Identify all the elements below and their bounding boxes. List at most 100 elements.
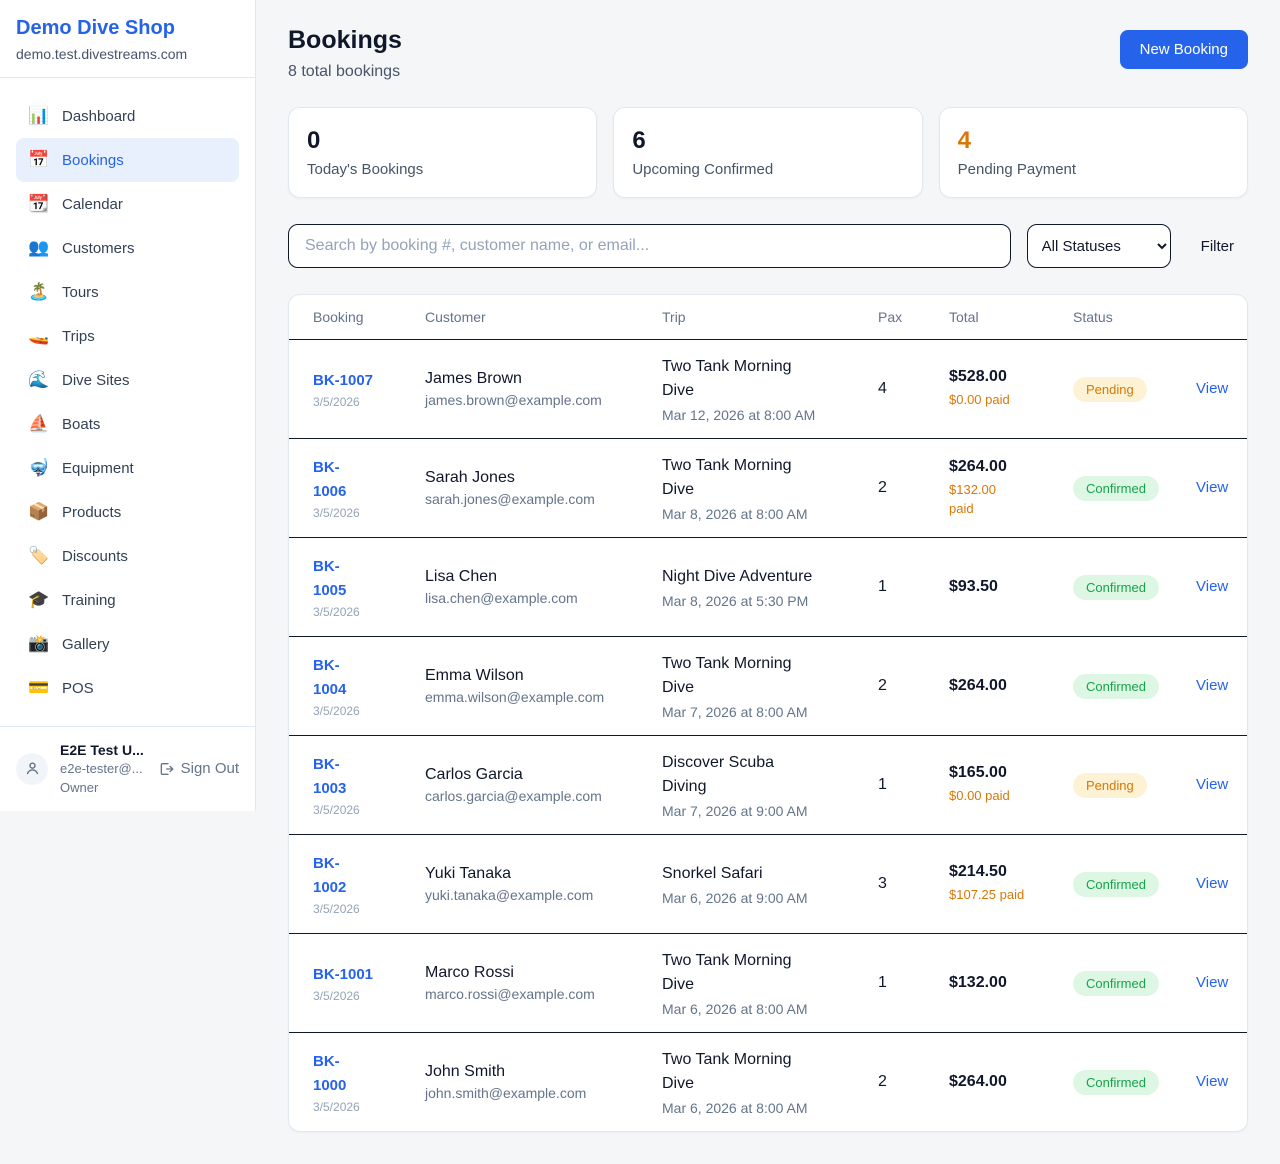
table-row: BK- 1003 3/5/2026 Carlos Garcia carlos.gar… [289, 735, 1247, 834]
booking-id-link[interactable]: BK- 1003 [313, 756, 347, 797]
stat-card-upcoming-confirmed: 6 Upcoming Confirmed [613, 107, 923, 198]
sidebar-item-pos[interactable]: 💳 POS [16, 666, 239, 710]
total-bookings-count: 8 total bookings [288, 63, 401, 80]
status-badge: Confirmed [1073, 1069, 1159, 1095]
view-link[interactable]: View [1196, 974, 1229, 991]
speedboat-icon: 🚤 [28, 326, 50, 345]
user-footer: E2E Test U... e2e-tester@... Owner Sign … [0, 726, 255, 811]
booking-date: 3/5/2026 [313, 901, 360, 916]
sidebar-item-calendar[interactable]: 📆 Calendar [16, 182, 239, 226]
booking-id-link[interactable]: BK-1001 [313, 965, 374, 983]
booking-date: 3/5/2026 [313, 604, 360, 619]
credit-card-icon: 💳 [28, 678, 50, 697]
view-link[interactable]: View [1196, 1073, 1229, 1090]
trip-name: Night Dive Adventure [662, 568, 813, 585]
pax-count: 2 [878, 677, 887, 694]
sign-out-button[interactable]: Sign Out [158, 760, 239, 777]
customer-name: Lisa Chen [425, 568, 498, 585]
pax-count: 1 [878, 776, 887, 793]
table-row: BK-1001 3/5/2026 Marco Rossi marco.rossi@e… [289, 933, 1247, 1032]
customer-name: John Smith [425, 1063, 506, 1080]
page-header: Bookings 8 total bookings New Booking [288, 26, 1248, 81]
total-amount: $264.00 [949, 457, 1007, 475]
status-badge: Pending [1073, 772, 1147, 798]
sidebar-item-training[interactable]: 🎓 Training [16, 578, 239, 622]
table-row: BK- 1000 3/5/2026 John Smith john.smith@ex… [289, 1032, 1247, 1131]
customer-name: James Brown [425, 370, 522, 387]
camera-icon: 📸 [28, 634, 50, 653]
sidebar-item-customers[interactable]: 👥 Customers [16, 226, 239, 270]
sidebar-item-discounts[interactable]: 🏷️ Discounts [16, 534, 239, 578]
sailboat-icon: ⛵ [28, 414, 50, 433]
sidebar-item-label: Products [62, 503, 122, 521]
status-badge: Confirmed [1073, 574, 1159, 600]
table-row: BK-1007 3/5/2026 James Brown james.brown@e… [289, 339, 1247, 438]
column-header-status: Status [1073, 309, 1113, 325]
sidebar-item-label: Customers [62, 239, 135, 257]
sign-out-icon [160, 762, 173, 775]
table-row: BK- 1005 3/5/2026 Lisa Chen lisa.chen@exam… [289, 537, 1247, 636]
view-link[interactable]: View [1196, 578, 1229, 595]
sidebar-item-gallery[interactable]: 📸 Gallery [16, 622, 239, 666]
booking-id-link[interactable]: BK- 1002 [313, 855, 347, 896]
view-link[interactable]: View [1196, 479, 1229, 496]
user-info: E2E Test U... e2e-tester@... Owner [60, 741, 144, 797]
trip-datetime: Mar 8, 2026 at 8:00 AM [662, 506, 808, 522]
new-booking-button[interactable]: New Booking [1119, 30, 1248, 69]
booking-id-link[interactable]: BK- 1005 [313, 558, 347, 599]
calendar-icon: 📆 [28, 194, 50, 213]
customer-email: emma.wilson@example.com [425, 689, 605, 705]
booking-id-link[interactable]: BK- 1000 [313, 1053, 347, 1094]
total-amount: $528.00 [949, 368, 1007, 386]
view-link[interactable]: View [1196, 776, 1229, 793]
sidebar-item-boats[interactable]: ⛵ Boats [16, 402, 239, 446]
sign-out-label: Sign Out [180, 760, 239, 778]
column-header-pax: Pax [878, 309, 903, 325]
paid-amount: $107.25 paid [949, 887, 1025, 903]
customer-email: carlos.garcia@example.com [425, 788, 602, 804]
sidebar-item-trips[interactable]: 🚤 Trips [16, 314, 239, 358]
sidebar-item-products[interactable]: 📦 Products [16, 490, 239, 534]
stat-label: Today's Bookings [307, 161, 424, 178]
total-amount: $165.00 [949, 764, 1007, 782]
sidebar-item-bookings[interactable]: 📅 Bookings [16, 138, 239, 182]
dashboard-icon: 📊 [28, 106, 50, 125]
trip-name: Two Tank Morning Dive [662, 1051, 792, 1092]
search-input[interactable] [288, 224, 1011, 268]
sidebar-item-label: Discounts [62, 547, 128, 565]
paid-amount: $132.00 paid [949, 481, 996, 517]
stat-card-todays-bookings: 0 Today's Bookings [288, 107, 598, 198]
total-amount: $264.00 [949, 677, 1007, 694]
sidebar-item-label: POS [62, 679, 94, 697]
brand-block: Demo Dive Shop demo.test.divestreams.com [0, 0, 255, 78]
booking-id-link[interactable]: BK- 1006 [313, 459, 347, 500]
trip-name: Two Tank Morning Dive [662, 952, 792, 993]
view-link[interactable]: View [1196, 380, 1229, 397]
sidebar-item-tours[interactable]: 🏝️ Tours [16, 270, 239, 314]
status-badge: Confirmed [1073, 871, 1159, 897]
sidebar-item-dive-sites[interactable]: 🌊 Dive Sites [16, 358, 239, 402]
pax-count: 2 [878, 1073, 887, 1090]
diving-mask-icon: 🤿 [28, 458, 50, 477]
view-link[interactable]: View [1196, 677, 1229, 694]
sidebar-item-dashboard[interactable]: 📊 Dashboard [16, 94, 239, 138]
trip-name: Two Tank Morning Dive [662, 655, 792, 696]
user-name: E2E Test U... [60, 742, 144, 758]
booking-date: 3/5/2026 [313, 1099, 360, 1114]
shop-name: Demo Dive Shop [16, 17, 175, 39]
trip-datetime: Mar 6, 2026 at 8:00 AM [662, 1001, 808, 1017]
view-link[interactable]: View [1196, 875, 1229, 892]
sidebar-item-label: Bookings [62, 151, 124, 169]
booking-id-link[interactable]: BK-1007 [313, 371, 374, 389]
booking-id-link[interactable]: BK- 1004 [313, 657, 347, 698]
customer-name: Emma Wilson [425, 667, 524, 684]
pax-count: 4 [878, 380, 887, 397]
filter-button[interactable]: Filter [1187, 238, 1248, 255]
customers-icon: 👥 [28, 238, 50, 257]
sidebar-item-label: Dashboard [62, 107, 136, 125]
status-filter-select[interactable]: All Statuses [1026, 224, 1171, 268]
bookings-calendar-icon: 📅 [28, 150, 50, 169]
customer-email: yuki.tanaka@example.com [425, 887, 594, 903]
sidebar-item-equipment[interactable]: 🤿 Equipment [16, 446, 239, 490]
package-icon: 📦 [28, 502, 50, 521]
